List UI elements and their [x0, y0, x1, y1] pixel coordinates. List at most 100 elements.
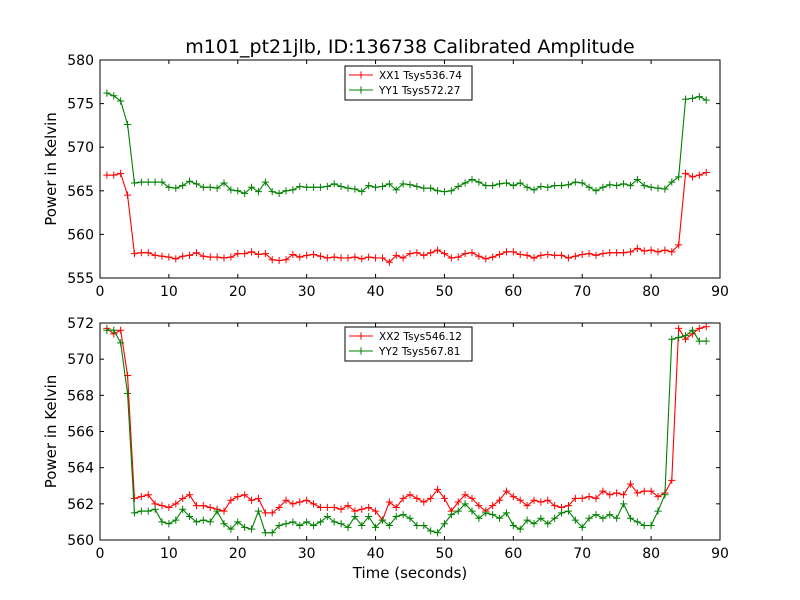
data-point	[475, 178, 483, 186]
data-point	[516, 525, 524, 533]
data-point	[165, 183, 173, 191]
data-point	[427, 527, 435, 535]
data-point	[633, 518, 641, 526]
data-point	[289, 250, 297, 259]
x-tick-label: 60	[504, 546, 522, 562]
data-point	[489, 253, 497, 261]
y-tick-label: 580	[67, 53, 94, 69]
data-point	[619, 249, 628, 257]
data-point	[358, 521, 366, 530]
data-point	[282, 496, 290, 504]
data-point	[282, 520, 290, 528]
data-point	[296, 253, 304, 261]
data-point	[399, 180, 407, 188]
data-point	[702, 168, 710, 177]
data-point	[592, 251, 600, 259]
data-point	[275, 256, 283, 265]
data-point	[509, 493, 517, 501]
x-tick-label: 60	[504, 284, 522, 300]
data-point	[185, 491, 194, 499]
data-point	[433, 187, 442, 195]
data-point	[427, 184, 435, 192]
data-point	[640, 487, 648, 495]
data-point	[185, 512, 194, 521]
data-point	[695, 93, 703, 101]
data-point	[268, 188, 276, 196]
data-point	[468, 494, 476, 503]
data-point	[144, 507, 152, 515]
data-point	[130, 509, 139, 517]
subplot-2: 0 10 20 30 40 50 60 70 80 90 560 562 564 566 568 570 572…	[42, 316, 729, 562]
data-point	[261, 529, 269, 537]
data-point	[123, 389, 132, 398]
data-point	[440, 520, 449, 528]
data-point	[613, 181, 621, 190]
data-point	[296, 498, 304, 506]
y-tick-label: 564	[67, 461, 94, 477]
data-point	[241, 249, 249, 258]
data-point	[688, 94, 697, 102]
data-point	[537, 514, 545, 522]
data-point	[702, 96, 710, 104]
data-point	[179, 505, 187, 513]
y-axis-label: Power in Kelvin	[42, 112, 60, 226]
x-tick-label: 10	[160, 284, 178, 300]
data-point	[296, 521, 304, 530]
data-point	[399, 494, 407, 503]
data-point	[323, 182, 331, 191]
data-point	[675, 324, 683, 333]
data-point	[585, 249, 593, 258]
data-point	[151, 251, 159, 259]
data-point	[489, 181, 497, 190]
data-point	[440, 494, 449, 503]
data-point	[537, 182, 545, 191]
data-point	[447, 254, 455, 262]
data-point	[468, 175, 476, 184]
data-point	[247, 496, 256, 504]
data-point	[564, 507, 573, 515]
data-point	[544, 250, 552, 259]
data-point	[495, 514, 504, 522]
data-point	[606, 249, 614, 257]
x-tick-label: 0	[96, 284, 105, 300]
data-point	[516, 179, 524, 187]
y-tick-label: 562	[67, 497, 94, 513]
data-point	[468, 507, 476, 515]
y-tick-label: 555	[67, 271, 94, 287]
y-tick-label: 560	[67, 533, 94, 549]
data-point	[365, 512, 373, 521]
data-point	[392, 503, 400, 512]
data-point	[592, 511, 600, 519]
x-tick-label: 70	[573, 284, 591, 300]
data-point	[502, 509, 511, 517]
data-point	[557, 509, 566, 517]
data-point	[427, 494, 435, 503]
data-point	[530, 496, 538, 504]
data-point	[158, 502, 166, 510]
data-point	[199, 516, 207, 524]
data-point	[137, 249, 145, 257]
data-point	[344, 254, 352, 262]
data-point	[110, 92, 118, 100]
x-tick-label: 40	[367, 546, 385, 562]
data-point	[578, 179, 586, 187]
data-point	[433, 485, 442, 493]
data-point	[502, 248, 511, 256]
data-point	[495, 496, 504, 504]
data-point	[351, 253, 359, 261]
data-point	[537, 251, 545, 259]
data-point	[261, 249, 269, 258]
data-point	[330, 503, 338, 512]
legend-box	[344, 65, 473, 101]
data-point	[640, 181, 648, 190]
data-point	[172, 184, 180, 192]
data-point	[303, 183, 311, 191]
data-point	[344, 184, 352, 192]
data-point	[227, 253, 235, 261]
data-point	[241, 491, 249, 499]
data-point	[544, 183, 552, 191]
data-point	[647, 246, 655, 254]
data-point	[289, 500, 297, 508]
data-point	[365, 181, 373, 190]
